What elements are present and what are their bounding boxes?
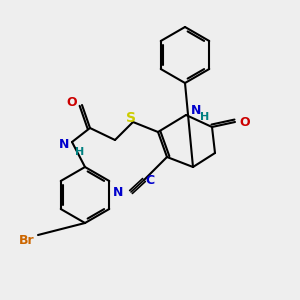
Text: N: N — [112, 187, 123, 200]
Text: N: N — [58, 139, 69, 152]
Text: C: C — [145, 175, 154, 188]
Text: H: H — [75, 147, 85, 157]
Text: Br: Br — [18, 233, 34, 247]
Text: H: H — [200, 112, 209, 122]
Text: O: O — [239, 116, 250, 128]
Text: N: N — [191, 103, 201, 116]
Text: S: S — [126, 111, 136, 125]
Text: O: O — [66, 95, 77, 109]
